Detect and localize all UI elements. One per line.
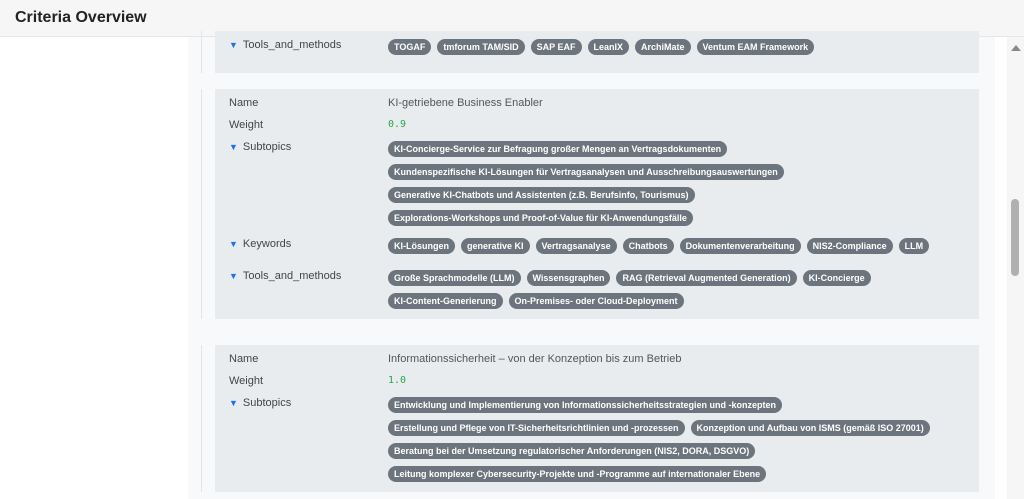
scrollbar[interactable] xyxy=(1007,37,1024,499)
subtopics-pills: KI-Concierge-Service zur Befragung große… xyxy=(388,139,784,226)
tag-line: Generative KI-Chatbots und Assistenten (… xyxy=(388,187,784,203)
caret-down-icon: ▼ xyxy=(229,398,238,408)
tag-pill: Entwicklung und Implementierung von Info… xyxy=(388,397,783,413)
tag-pill: Konzeption und Aufbau von ISMS (gemäß IS… xyxy=(690,420,930,436)
tag-pill: Ventum EAM Framework xyxy=(696,39,815,55)
tag-pill: Dokumentenverarbeitung xyxy=(679,238,801,254)
tag-pill: Generative KI-Chatbots und Assistenten (… xyxy=(388,187,695,203)
tag-line: KI-Content-Generierung On-Premises- oder … xyxy=(388,293,871,309)
scrollbar-thumb[interactable] xyxy=(1011,199,1019,276)
tools-pills: TOGAF tmforum TAM/SID SAP EAF LeanIX ArchiMa… xyxy=(388,37,815,55)
tag-line: Kundenspezifische KI-Lösungen für Vertra… xyxy=(388,164,784,180)
tools-pills: Große Sprachmodelle (LLM) Wissensgraphen R… xyxy=(388,268,871,309)
scroll-up-arrow-icon[interactable] xyxy=(1011,45,1021,51)
tag-pill: On-Premises- oder Cloud-Deployment xyxy=(508,293,684,309)
subtopics-pills: Entwicklung und Implementierung von Info… xyxy=(388,395,930,482)
tag-line: Entwicklung und Implementierung von Info… xyxy=(388,397,930,413)
criteria-item: Name Informationssicherheit – von der Kon… xyxy=(201,345,979,492)
tag-line: KI-Lösungen generative KI Vertragsanalyse C… xyxy=(388,238,930,254)
name-label: Name xyxy=(229,353,259,365)
tag-pill: RAG (Retrieval Augmented Generation) xyxy=(616,270,797,286)
tag-line: Beratung bei der Umsetzung regulatorisch… xyxy=(388,443,930,459)
tools-label: Tools_and_methods xyxy=(242,270,342,282)
criteria-item: Name KI-getriebene Business Enabler Weigh… xyxy=(201,89,979,319)
keywords-toggle[interactable]: ▼ Keywords xyxy=(229,236,388,252)
criteria-list: ▼ Tools_and_methods TOGAF tmforum TAM/SID S… xyxy=(188,31,995,499)
caret-down-icon: ▼ xyxy=(229,40,238,50)
tag-pill: KI-Content-Generierung xyxy=(388,293,503,309)
subtopics-toggle[interactable]: ▼ Subtopics xyxy=(229,139,388,155)
weight-value: 1.0 xyxy=(388,375,407,386)
subtopics-label: Subtopics xyxy=(242,397,292,409)
criteria-item: ▼ Tools_and_methods TOGAF tmforum TAM/SID S… xyxy=(201,31,979,73)
tag-pill: KI-Lösungen xyxy=(388,238,455,254)
tag-pill: Beratung bei der Umsetzung regulatorisch… xyxy=(388,443,756,459)
tag-line: Leitung komplexer Cybersecurity-Projekte… xyxy=(388,466,930,482)
weight-label: Weight xyxy=(229,119,264,131)
subtopics-toggle[interactable]: ▼ Subtopics xyxy=(229,395,388,411)
tag-pill: tmforum TAM/SID xyxy=(437,39,525,55)
tag-line: Explorations-Workshops und Proof-of-Valu… xyxy=(388,210,784,226)
weight-value: 0.9 xyxy=(388,119,407,130)
tools-label: Tools_and_methods xyxy=(242,39,342,51)
tag-pill: SAP EAF xyxy=(530,39,582,55)
caret-down-icon: ▼ xyxy=(229,271,238,281)
keywords-label: Keywords xyxy=(242,238,292,250)
tag-pill: Wissensgraphen xyxy=(526,270,611,286)
tag-pill: TOGAF xyxy=(388,39,432,55)
tag-pill: Explorations-Workshops und Proof-of-Valu… xyxy=(388,210,693,226)
tag-line: TOGAF tmforum TAM/SID SAP EAF LeanIX ArchiMa… xyxy=(388,39,815,55)
caret-down-icon: ▼ xyxy=(229,239,238,249)
tag-pill: KI-Concierge-Service zur Befragung große… xyxy=(388,141,728,157)
tag-pill: Erstellung und Pflege von IT-Sicherheits… xyxy=(388,420,685,436)
tag-pill: Leitung komplexer Cybersecurity-Projekte… xyxy=(388,466,767,482)
tag-pill: LeanIX xyxy=(587,39,630,55)
keywords-pills: KI-Lösungen generative KI Vertragsanalyse C… xyxy=(388,236,930,254)
tag-pill: Vertragsanalyse xyxy=(535,238,617,254)
tag-pill: NIS2-Compliance xyxy=(806,238,893,254)
tag-line: Große Sprachmodelle (LLM) Wissensgraphen R… xyxy=(388,270,871,286)
tag-pill: Kundenspezifische KI-Lösungen für Vertra… xyxy=(388,164,784,180)
tag-pill: Große Sprachmodelle (LLM) xyxy=(388,270,521,286)
tag-pill: ArchiMate xyxy=(635,39,691,55)
name-value: KI-getriebene Business Enabler xyxy=(388,97,543,109)
tag-pill: LLM xyxy=(898,238,930,254)
tag-line: KI-Concierge-Service zur Befragung große… xyxy=(388,141,784,157)
tools-toggle[interactable]: ▼ Tools_and_methods xyxy=(229,268,388,284)
tag-pill: generative KI xyxy=(461,238,530,254)
name-label: Name xyxy=(229,97,259,109)
name-value: Informationssicherheit – von der Konzept… xyxy=(388,353,682,365)
weight-label: Weight xyxy=(229,375,264,387)
tag-pill: Chatbots xyxy=(622,238,674,254)
tools-row: ▼ Tools_and_methods TOGAF tmforum TAM/SID S… xyxy=(229,37,979,59)
page-title: Criteria Overview xyxy=(15,9,147,26)
tools-toggle[interactable]: ▼ Tools_and_methods xyxy=(229,37,388,53)
subtopics-label: Subtopics xyxy=(242,141,292,153)
caret-down-icon: ▼ xyxy=(229,142,238,152)
tag-pill: KI-Concierge xyxy=(802,270,871,286)
tag-line: Erstellung und Pflege von IT-Sicherheits… xyxy=(388,420,930,436)
